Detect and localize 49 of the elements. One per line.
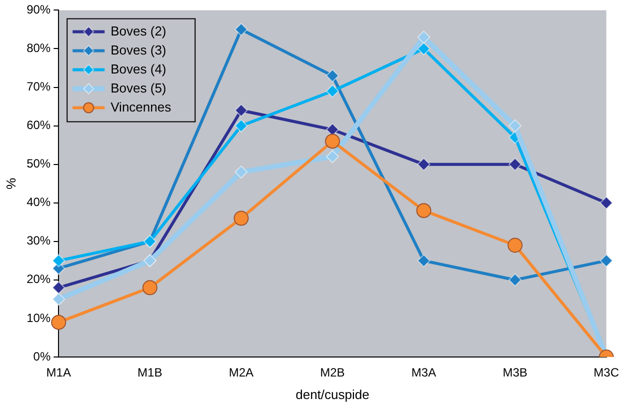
x-tick-label: M3B <box>502 366 528 380</box>
y-tick-label: 30% <box>26 234 51 248</box>
point <box>324 134 340 149</box>
point <box>234 104 248 117</box>
y-tick-label: 20% <box>26 272 51 286</box>
point <box>52 254 66 268</box>
x-axis-title: dent/cuspide <box>296 386 370 402</box>
y-tick-label: 40% <box>26 195 51 210</box>
point <box>51 314 66 330</box>
legend-label: Boves (2) <box>110 23 166 38</box>
point <box>417 42 430 56</box>
point <box>508 273 522 286</box>
point <box>326 69 339 82</box>
point <box>508 158 522 171</box>
point <box>600 196 613 210</box>
point <box>234 210 249 226</box>
x-tick-label: M2B <box>320 366 345 380</box>
point <box>234 119 248 132</box>
legend-label: Boves (5) <box>110 80 166 96</box>
point <box>326 84 339 98</box>
point <box>417 254 430 268</box>
point <box>508 238 523 253</box>
y-tick-label: 70% <box>26 80 51 94</box>
x-tick-label: M1B <box>138 366 162 380</box>
point <box>600 254 613 268</box>
x-tick-label: M3C <box>594 366 620 380</box>
y-tick-label: 90% <box>26 2 51 17</box>
y-tick-label: 50% <box>26 156 51 171</box>
point <box>142 280 158 296</box>
point <box>417 158 430 171</box>
y-tick-label: 80% <box>26 41 51 56</box>
point <box>417 30 430 44</box>
point <box>416 203 432 218</box>
point <box>326 150 339 164</box>
point <box>52 281 66 294</box>
point <box>234 22 248 36</box>
y-tick-label: 0% <box>33 349 51 364</box>
y-tick-label: 60% <box>26 118 51 132</box>
x-tick-label: M1A <box>46 366 71 380</box>
legend-label: Vincennes <box>110 99 172 114</box>
point <box>234 166 248 179</box>
point <box>508 119 522 132</box>
x-tick-label: M3A <box>411 366 436 380</box>
legend-label: Boves (3) <box>110 42 166 58</box>
x-tick-label: M2A <box>228 366 254 380</box>
y-axis-title: % <box>3 177 18 190</box>
legend-label: Boves (4) <box>110 61 166 76</box>
point <box>52 292 66 306</box>
y-tick-label: 10% <box>26 310 51 325</box>
